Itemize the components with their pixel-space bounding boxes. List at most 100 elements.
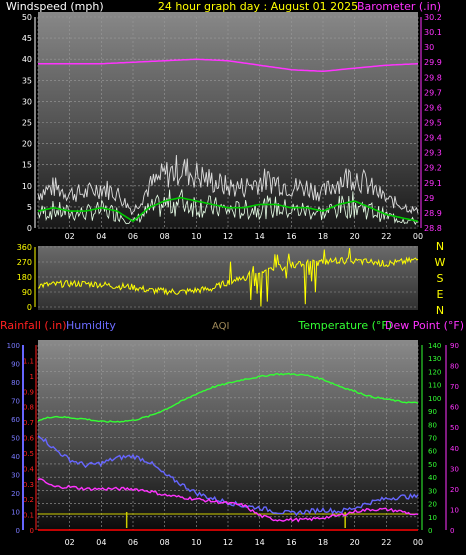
barometer-tick-label: 29.6 bbox=[424, 103, 442, 112]
barometer-tick-label: 28.8 bbox=[424, 224, 442, 233]
lower-x-tick-label: 08 bbox=[160, 538, 170, 547]
wind-x-tick-label: 10 bbox=[191, 232, 201, 241]
wind-tick-label: 0 bbox=[27, 224, 32, 233]
direction-tick-label: 90 bbox=[22, 288, 32, 297]
temperature-plot-area bbox=[38, 340, 418, 531]
rain-tick-label: 0.6 bbox=[23, 435, 35, 443]
rain-tick-label: 0.5 bbox=[23, 450, 34, 458]
temperature-tick-label: 20 bbox=[428, 501, 437, 509]
temperature-tick-label: 110 bbox=[428, 382, 441, 390]
wind-x-tick-label: 20 bbox=[350, 232, 360, 241]
wind-tick-label: 25 bbox=[22, 119, 32, 128]
direction-plot-area bbox=[38, 246, 418, 310]
temperature-tick-label: 70 bbox=[428, 435, 437, 443]
wind-x-tick-label: 06 bbox=[128, 232, 138, 241]
wind-x-tick-label: 04 bbox=[96, 232, 106, 241]
temperature-tick-label: 10 bbox=[428, 514, 437, 522]
barometer-tick-label: 29.1 bbox=[424, 179, 442, 188]
lower-x-tick-label: 18 bbox=[318, 538, 328, 547]
humidity-tick-label: 30 bbox=[11, 472, 20, 480]
wind-tick-label: 20 bbox=[22, 140, 32, 149]
rain-tick-label: 0 bbox=[30, 527, 34, 535]
rain-tick-label: 0.3 bbox=[23, 481, 34, 489]
rain-tick-label: 0.8 bbox=[23, 404, 34, 412]
direction-tick-label: 270 bbox=[17, 258, 32, 267]
rain-tick-label: 0.9 bbox=[23, 388, 34, 396]
barometer-tick-label: 30.1 bbox=[424, 28, 442, 37]
dewpoint-tick-label: 30 bbox=[450, 465, 459, 473]
humidity-tick-label: 100 bbox=[7, 342, 20, 350]
wind-gust-line bbox=[37, 154, 419, 216]
compass-label: N bbox=[436, 240, 444, 253]
humidity-tick-label: 80 bbox=[11, 379, 20, 387]
temperature-tick-label: 90 bbox=[428, 408, 437, 416]
rain-tick-label: 0.7 bbox=[23, 419, 34, 427]
dewpoint-tick-label: 70 bbox=[450, 383, 459, 391]
windspeed-axis-label: Windspeed (mph) bbox=[6, 0, 104, 13]
wind-average-line bbox=[37, 196, 419, 223]
humidity-tick-label: 10 bbox=[11, 509, 20, 517]
wind-tick-label: 10 bbox=[22, 182, 32, 191]
wind-plot-area bbox=[38, 12, 418, 229]
lower-x-tick-label: 12 bbox=[223, 538, 233, 547]
lower-x-tick-label: 00 bbox=[413, 538, 423, 547]
wind-tick-label: 15 bbox=[22, 161, 32, 170]
wind-x-tick-label: 14 bbox=[255, 232, 265, 241]
dewpoint-tick-label: 60 bbox=[450, 404, 459, 412]
barometer-tick-label: 29.5 bbox=[424, 119, 442, 128]
temperature-tick-label: 30 bbox=[428, 487, 437, 495]
barometer-tick-label: 29.2 bbox=[424, 164, 442, 173]
wind-direction-line bbox=[37, 248, 419, 307]
dewpoint-tick-label: 90 bbox=[450, 342, 459, 350]
temperature-axis-label: Temperature (°F) bbox=[297, 319, 392, 332]
barometer-tick-label: 30 bbox=[424, 43, 434, 52]
barometer-tick-label: 29.9 bbox=[424, 58, 442, 67]
compass-label: S bbox=[437, 272, 444, 285]
barometer-axis-label: Barometer (.in) bbox=[357, 0, 441, 13]
direction-tick-label: 0 bbox=[27, 303, 32, 312]
lower-x-tick-label: 14 bbox=[255, 538, 265, 547]
humidity-tick-label: 20 bbox=[11, 490, 20, 498]
dewpoint-axis-label: Dew Point (°F) bbox=[385, 319, 464, 332]
aqi-label: AQI bbox=[212, 321, 230, 332]
rainfall-axis-label: Rainfall (.in) bbox=[0, 319, 67, 332]
temperature-tick-label: 40 bbox=[428, 474, 437, 482]
lower-x-tick-label: 16 bbox=[286, 538, 296, 547]
series-layer bbox=[37, 58, 419, 531]
wind-tick-label: 5 bbox=[27, 203, 32, 212]
humidity-tick-label: 50 bbox=[11, 435, 20, 443]
rain-tick-label: 1 bbox=[30, 373, 34, 381]
temperature-tick-label: 0 bbox=[428, 527, 432, 535]
temperature-tick-label: 140 bbox=[428, 342, 441, 350]
wind-x-tick-label: 22 bbox=[381, 232, 391, 241]
barometer-tick-label: 30.2 bbox=[424, 13, 442, 22]
rain-tick-label: 0.2 bbox=[23, 496, 34, 504]
dewpoint-tick-label: 0 bbox=[450, 527, 454, 535]
rain-tick-label: 1.1 bbox=[23, 357, 34, 365]
humidity-axis-label: Humidity bbox=[66, 319, 116, 332]
wind-tick-label: 30 bbox=[22, 97, 32, 106]
wind-tick-label: 45 bbox=[22, 34, 32, 43]
lower-x-tick-label: 04 bbox=[96, 538, 106, 547]
axes: 0510152025303540455028.828.92929.129.229… bbox=[7, 13, 459, 547]
wind-x-tick-label: 08 bbox=[160, 232, 170, 241]
chart-title: 24 hour graph day : August 01 2025 bbox=[158, 0, 358, 13]
wind-tick-label: 35 bbox=[22, 76, 32, 85]
humidity-tick-label: 40 bbox=[11, 453, 20, 461]
wind-tick-label: 40 bbox=[22, 55, 32, 64]
direction-tick-label: 180 bbox=[17, 273, 32, 282]
temperature-tick-label: 80 bbox=[428, 421, 437, 429]
dewpoint-tick-label: 10 bbox=[450, 506, 459, 514]
barometer-tick-label: 29.3 bbox=[424, 149, 442, 158]
barometer-tick-label: 28.9 bbox=[424, 209, 442, 218]
barometer-line bbox=[38, 58, 419, 73]
lower-x-tick-label: 06 bbox=[128, 538, 138, 547]
compass-label: E bbox=[437, 288, 444, 301]
wind-x-tick-label: 18 bbox=[318, 232, 328, 241]
lower-x-tick-label: 22 bbox=[381, 538, 391, 547]
gridlines bbox=[37, 16, 419, 531]
rain-tick-label: 0.1 bbox=[23, 512, 34, 520]
lower-x-tick-label: 20 bbox=[350, 538, 360, 547]
barometer-tick-label: 29.8 bbox=[424, 73, 442, 82]
dewpoint-tick-label: 50 bbox=[450, 424, 459, 432]
